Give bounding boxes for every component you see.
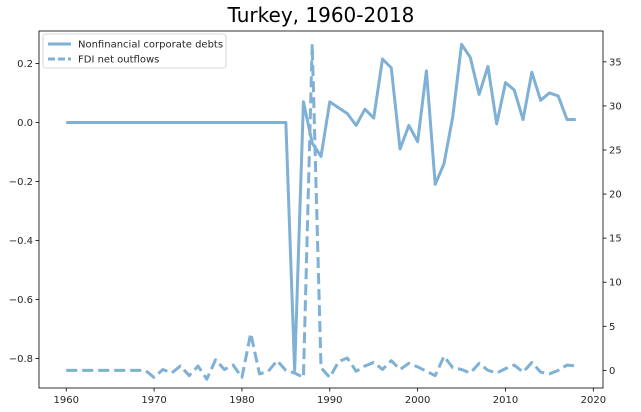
series-layer <box>66 42 576 381</box>
left-y-tick-label: 0.2 <box>17 59 33 70</box>
left-y-tick-label: −0.2 <box>9 177 33 188</box>
right-y-tick-label: 20 <box>609 190 622 201</box>
x-tick-label: 1970 <box>141 395 166 406</box>
x-tick-label: 2010 <box>493 395 518 406</box>
left-y-tick-label: −0.6 <box>9 295 33 306</box>
x-tick-label: 1990 <box>317 395 342 406</box>
right-y-tick-label: 30 <box>609 101 622 112</box>
x-axis: 1960 1970 1980 1990 2000 2010 2020 <box>54 388 606 406</box>
right-y-tick-label: 25 <box>609 146 622 157</box>
series-line-2 <box>66 42 576 381</box>
left-y-tick-label: −0.4 <box>9 236 33 247</box>
legend: Nonfinancial corporate debts FDI net outf… <box>42 33 227 69</box>
right-y-tick-label: 0 <box>609 366 615 377</box>
x-tick-label: 2020 <box>581 395 606 406</box>
right-y-tick-label: 15 <box>609 234 622 245</box>
series-line-1 <box>66 42 576 372</box>
x-tick-label: 2000 <box>405 395 430 406</box>
right-y-axis: 0 5 10 15 20 25 30 35 <box>603 57 622 377</box>
legend-label-2: FDI net outflows <box>78 55 159 66</box>
left-y-axis: −0.8 −0.6 −0.4 −0.2 0.0 0.2 <box>9 59 39 365</box>
legend-label-1: Nonfinancial corporate debts <box>78 40 223 51</box>
left-y-tick-label: −0.8 <box>9 354 33 365</box>
chart-title: Turkey, 1960-2018 <box>227 3 415 27</box>
plot-frame <box>38 30 604 389</box>
right-y-tick-label: 5 <box>609 322 615 333</box>
legend-box <box>42 33 227 69</box>
x-tick-label: 1980 <box>229 395 254 406</box>
x-tick-label: 1960 <box>54 395 79 406</box>
right-y-tick-label: 10 <box>609 278 622 289</box>
left-y-tick-label: 0.0 <box>17 118 33 129</box>
right-y-tick-label: 35 <box>609 57 622 68</box>
